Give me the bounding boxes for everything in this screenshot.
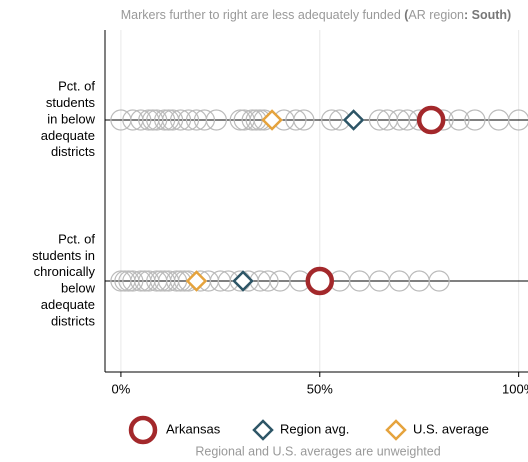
state-marker bbox=[154, 109, 176, 131]
average-marker bbox=[342, 109, 365, 131]
chart-subtitle: Markers further to right are less adequa… bbox=[121, 8, 511, 22]
state-marker bbox=[162, 109, 184, 131]
state-marker bbox=[177, 109, 200, 131]
average-marker bbox=[232, 270, 254, 292]
state-marker bbox=[321, 109, 343, 131]
arkansas-marker bbox=[416, 105, 446, 135]
category-label: Pct. of bbox=[58, 231, 95, 246]
category-label: students in bbox=[32, 248, 95, 263]
state-marker bbox=[257, 270, 279, 292]
legend-label: Region avg. bbox=[280, 421, 349, 436]
x-tick-label: 50% bbox=[307, 381, 333, 396]
legend-marker bbox=[252, 419, 274, 441]
note: Regional and U.S. averages are unweighte… bbox=[195, 444, 440, 458]
state-marker bbox=[193, 109, 216, 131]
arkansas-marker bbox=[305, 266, 335, 296]
state-marker bbox=[285, 109, 307, 131]
legend-label: Arkansas bbox=[166, 421, 221, 436]
category-label: Pct. of bbox=[58, 79, 95, 94]
state-marker bbox=[293, 109, 315, 131]
state-marker bbox=[130, 109, 152, 131]
title-part: ( bbox=[404, 8, 409, 22]
x-tick-label: 0% bbox=[112, 381, 131, 396]
legend-marker bbox=[385, 419, 407, 441]
category-label: chronically bbox=[34, 264, 96, 279]
title-part: : South) bbox=[464, 8, 511, 22]
category-label: below bbox=[61, 281, 96, 296]
state-marker bbox=[146, 109, 168, 131]
legend-marker bbox=[128, 415, 158, 445]
category-label: in below bbox=[47, 111, 95, 126]
state-marker bbox=[428, 270, 450, 292]
state-marker bbox=[464, 109, 486, 131]
average-marker bbox=[261, 109, 283, 131]
state-marker bbox=[448, 109, 470, 131]
title-part: Markers further to right are less adequa… bbox=[121, 8, 404, 22]
x-tick-label: 100% bbox=[502, 381, 528, 396]
category-label: students bbox=[46, 95, 96, 110]
title-part: AR region bbox=[408, 8, 464, 22]
state-marker bbox=[169, 109, 192, 131]
legend-label: U.S. average bbox=[413, 421, 489, 436]
category-label: districts bbox=[51, 313, 96, 328]
state-marker bbox=[508, 109, 528, 131]
state-marker bbox=[122, 270, 144, 292]
category-label: districts bbox=[51, 144, 96, 159]
state-marker bbox=[205, 109, 227, 131]
average-marker bbox=[185, 270, 208, 292]
category-label: adequate bbox=[41, 297, 95, 312]
category-label: adequate bbox=[41, 128, 95, 143]
